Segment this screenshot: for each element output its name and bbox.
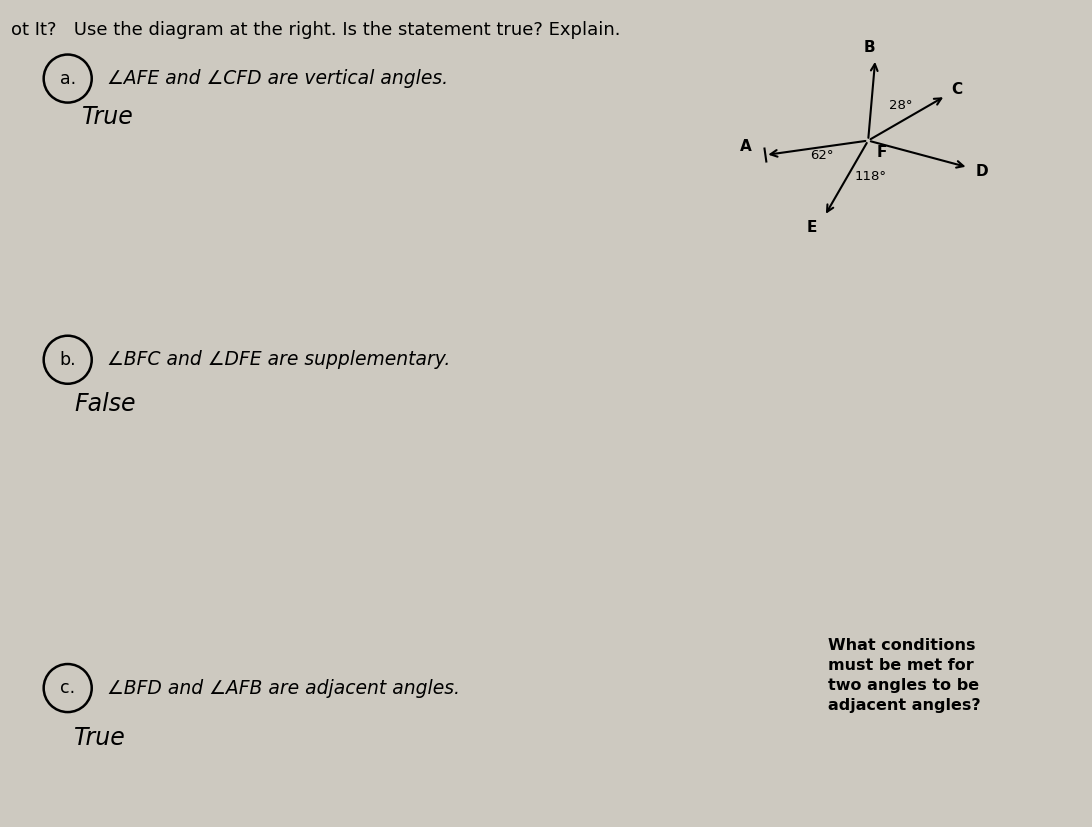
Text: A: A — [740, 139, 751, 155]
Text: a.: a. — [60, 69, 75, 88]
Text: False: False — [74, 391, 135, 416]
Text: 28°: 28° — [889, 99, 913, 112]
Text: True: True — [74, 725, 126, 750]
Text: B: B — [864, 40, 876, 55]
Text: ∠BFC and ∠DFE are supplementary.: ∠BFC and ∠DFE are supplementary. — [107, 351, 450, 369]
Text: ∠BFD and ∠AFB are adjacent angles.: ∠BFD and ∠AFB are adjacent angles. — [107, 679, 460, 697]
Text: 62°: 62° — [810, 149, 834, 162]
Text: c.: c. — [60, 679, 75, 697]
Text: ot It?   Use the diagram at the right. Is the statement true? Explain.: ot It? Use the diagram at the right. Is … — [11, 21, 620, 39]
Text: 118°: 118° — [854, 170, 887, 183]
Text: F: F — [877, 145, 888, 160]
Text: C: C — [951, 82, 962, 97]
Text: E: E — [806, 220, 817, 236]
Text: ∠AFE and ∠CFD are vertical angles.: ∠AFE and ∠CFD are vertical angles. — [107, 69, 448, 88]
Text: b.: b. — [59, 351, 76, 369]
Text: True: True — [82, 105, 133, 130]
Text: D: D — [975, 164, 988, 179]
Text: What conditions
must be met for
two angles to be
adjacent angles?: What conditions must be met for two angl… — [828, 638, 981, 713]
